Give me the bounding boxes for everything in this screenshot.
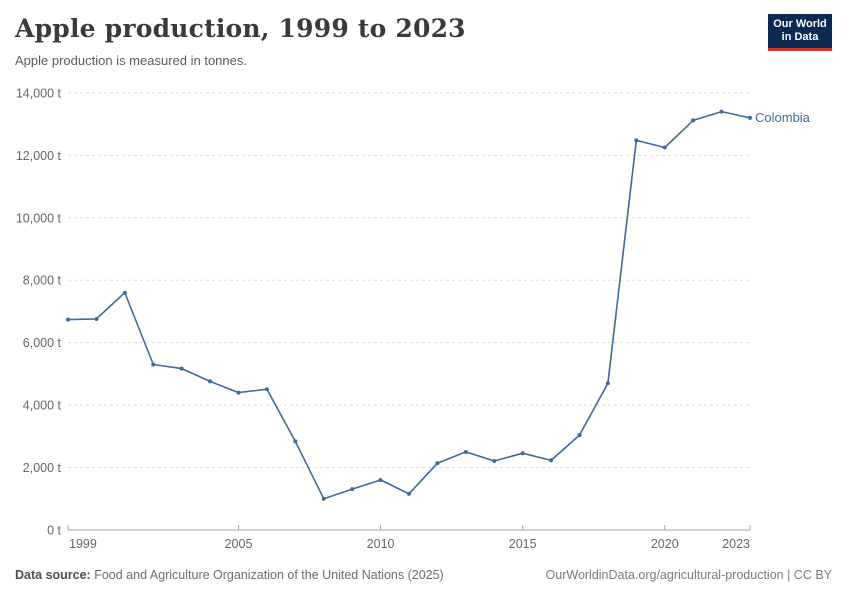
y-tick-label: 6,000 t [23, 336, 62, 350]
data-point-2019[interactable] [634, 138, 639, 143]
data-point-1999[interactable] [66, 317, 70, 322]
data-point-2017[interactable] [577, 433, 582, 438]
data-point-2018[interactable] [605, 381, 610, 386]
owid-logo-line1: Our World [773, 17, 827, 30]
data-point-2022[interactable] [719, 109, 724, 114]
data-point-2005[interactable] [236, 390, 241, 395]
x-tick-label: 2005 [225, 537, 253, 551]
data-source-label: Data source: [15, 568, 91, 582]
data-point-2001[interactable] [122, 290, 127, 295]
data-point-2023[interactable] [748, 115, 752, 120]
data-source-text: Data source: Food and Agriculture Organi… [15, 568, 444, 582]
data-point-2007[interactable] [293, 439, 298, 444]
data-point-2008[interactable] [321, 496, 326, 501]
data-point-2014[interactable] [492, 459, 497, 464]
x-tick-label: 2010 [367, 537, 395, 551]
y-tick-label: 2,000 t [23, 461, 62, 475]
x-tick-label: 2015 [509, 537, 537, 551]
data-point-2002[interactable] [151, 362, 156, 367]
y-tick-label: 0 t [47, 524, 61, 538]
owid-logo-line2: in Data [781, 31, 819, 43]
data-point-2020[interactable] [662, 145, 667, 150]
y-tick-label: 14,000 t [16, 86, 62, 100]
footer: Data source: Food and Agriculture Organi… [0, 568, 850, 582]
owid-logo[interactable]: Our World in Data [768, 14, 832, 51]
data-point-2004[interactable] [208, 379, 213, 384]
data-point-2011[interactable] [407, 491, 411, 496]
data-point-2012[interactable] [435, 461, 440, 466]
data-source-value: Food and Agriculture Organization of the… [90, 568, 444, 582]
production-line[interactable] [67, 110, 751, 500]
x-tick-label: 2023 [722, 537, 750, 551]
y-tick-label: 4,000 t [23, 399, 62, 413]
data-point-2003[interactable] [179, 366, 184, 371]
series-label-colombia[interactable]: Colombia [755, 109, 810, 125]
y-tick-label: 8,000 t [23, 274, 62, 288]
x-tick-label: 1999 [69, 537, 97, 551]
data-point-2016[interactable] [549, 458, 554, 463]
data-point-2013[interactable] [463, 449, 468, 454]
x-tick-label: 2020 [651, 537, 679, 551]
data-point-2000[interactable] [94, 316, 99, 321]
page-subtitle: Apple production is measured in tonnes. [15, 53, 247, 68]
data-point-2006[interactable] [264, 387, 269, 392]
data-point-2009[interactable] [350, 487, 355, 492]
data-point-2015[interactable] [520, 451, 525, 456]
y-tick-label: 12,000 t [16, 149, 62, 163]
y-tick-label: 10,000 t [16, 211, 62, 225]
data-point-2021[interactable] [691, 118, 696, 123]
page-title: Apple production, 1999 to 2023 [15, 14, 466, 43]
credit-link[interactable]: OurWorldinData.org/agricultural-producti… [545, 568, 832, 582]
data-point-2010[interactable] [378, 478, 383, 483]
